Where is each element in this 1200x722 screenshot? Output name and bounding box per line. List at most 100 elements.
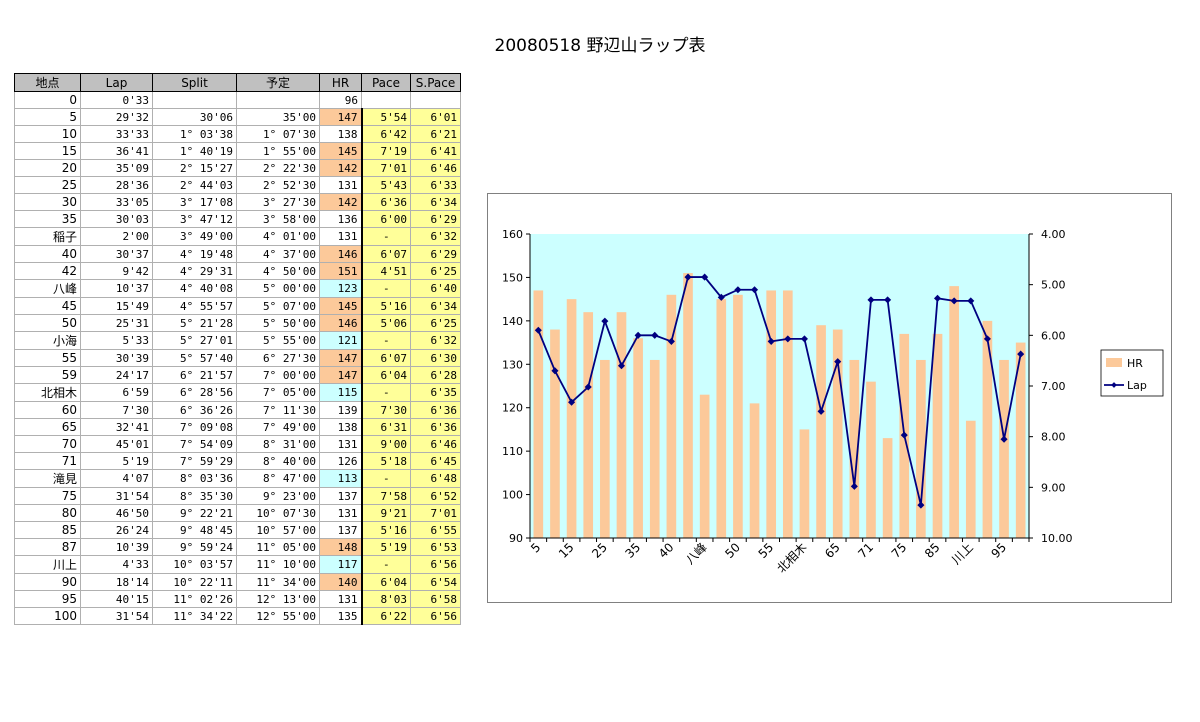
- cell-hr: 142: [319, 193, 362, 211]
- cell-split: 8° 35'30: [152, 487, 237, 505]
- cell-pace: 7'19: [360, 142, 411, 160]
- cell-pace: 5'06: [360, 314, 411, 332]
- cell-lap: 10'37: [80, 279, 153, 298]
- hr-bar: [699, 394, 710, 538]
- hr-lap-chart: 90 100 110 120 130 140 150 160 4.00 5.00 6.00 7.00…: [502, 228, 1164, 576]
- cell-space: 6'32: [410, 331, 461, 350]
- cell-lap: 15'49: [80, 297, 153, 315]
- hr-bar: [683, 273, 693, 538]
- cell-space: 6'56: [410, 607, 461, 625]
- cell-space: 6'36: [410, 401, 461, 419]
- cell-pt: 5: [14, 108, 81, 126]
- cell-pt: 60: [14, 401, 81, 419]
- table-row: 42 9'42 4° 29'31 4° 50'00 151 4'51 6'25: [14, 262, 461, 280]
- table-row: 71 5'19 7° 59'29 8° 40'00 126 5'18 6'45: [14, 452, 461, 470]
- cell-plan: 10° 57'00: [236, 521, 320, 539]
- hr-bar: [1015, 342, 1026, 538]
- col-header-space: S.Pace: [410, 73, 461, 92]
- cell-lap: 31'54: [80, 487, 153, 505]
- cell-lap: 33'05: [80, 193, 153, 211]
- x-tick-label: 5: [528, 540, 543, 555]
- cell-hr: 147: [319, 366, 362, 384]
- cell-split: 7° 09'08: [152, 418, 237, 436]
- legend-lap-label: Lap: [1127, 379, 1147, 392]
- cell-pt: 45: [14, 297, 81, 315]
- table-row: 八峰 10'37 4° 40'08 5° 00'00 123-6'40: [14, 279, 461, 298]
- cell-pt: 30: [14, 193, 81, 211]
- y-left-tick-label: 120: [502, 402, 523, 415]
- table-row: 45 15'49 4° 55'57 5° 07'00 145 5'16 6'34: [14, 297, 461, 315]
- hr-bar: [600, 359, 610, 538]
- col-header-plan: 予定: [236, 73, 320, 92]
- cell-space: 6'36: [410, 418, 461, 436]
- table-row: 80 46'50 9° 22'21 10° 07'30 131 9'21 7'01: [14, 504, 461, 522]
- cell-pace: 6'07: [360, 349, 411, 367]
- cell-space: 6'34: [410, 297, 461, 315]
- cell-lap: 26'24: [80, 521, 153, 539]
- cell-pt: 87: [14, 538, 81, 556]
- cell-split: 3° 17'08: [152, 193, 237, 211]
- lap-point: [967, 297, 975, 305]
- cell-pt: 滝見: [14, 469, 81, 488]
- cell-plan: 1° 55'00: [236, 142, 320, 160]
- cell-space: 6'25: [410, 314, 461, 332]
- hr-bar: [782, 290, 793, 538]
- cell-space: 6'40: [410, 279, 461, 298]
- table-row: 40 30'37 4° 19'48 4° 37'00 146 6'07 6'29: [14, 245, 461, 263]
- hr-bar: [882, 438, 893, 538]
- cell-plan: 6° 27'30: [236, 349, 320, 367]
- cell-pace: 6'22: [360, 607, 411, 625]
- col-header-point: 地点: [14, 73, 81, 92]
- hr-bar: [766, 290, 777, 538]
- cell-hr: 147: [319, 349, 362, 367]
- hr-bar: [999, 359, 1009, 538]
- hr-bar: [666, 294, 677, 538]
- cell-lap: 30'03: [80, 210, 153, 228]
- cell-pace: 9'21: [360, 504, 411, 522]
- cell-pace: 6'07: [360, 245, 411, 263]
- cell-pt: 65: [14, 418, 81, 436]
- x-tick-label: 川上: [949, 540, 976, 567]
- cell-split: 6° 28'56: [152, 383, 237, 402]
- lap-point: [1000, 435, 1008, 443]
- cell-hr: 145: [319, 142, 362, 160]
- cell-hr: 123: [319, 279, 362, 298]
- cell-pt: 北相木: [14, 383, 81, 402]
- cell-hr: 136: [319, 210, 362, 228]
- hr-bar: [866, 381, 876, 538]
- hr-bar: [932, 333, 943, 538]
- cell-lap: 5'33: [80, 331, 153, 350]
- cell-space: 6'54: [410, 573, 461, 591]
- cell-pt: 稲子: [14, 227, 81, 246]
- hr-bar: [949, 286, 959, 538]
- table-row: 滝見 4'07 8° 03'36 8° 47'00 113-6'48: [14, 469, 461, 488]
- cell-pt: 八峰: [14, 279, 81, 298]
- cell-space: 6'34: [410, 193, 461, 211]
- cell-pt: 100: [14, 607, 81, 625]
- cell-hr: 113: [319, 469, 362, 488]
- cell-split: 9° 22'21: [152, 504, 237, 522]
- cell-space: 6'28: [410, 366, 461, 384]
- lap-point: [651, 331, 659, 339]
- cell-space: 6'32: [410, 227, 461, 246]
- cell-lap: 45'01: [80, 435, 153, 453]
- y-right-tick-label: 5.00: [1041, 279, 1066, 292]
- cell-pt: 90: [14, 573, 81, 591]
- table-row: 85 26'24 9° 48'45 10° 57'00 137 5'16 6'55: [14, 521, 461, 539]
- cell-split: 9° 59'24: [152, 538, 237, 556]
- table-row: 90 18'14 10° 22'11 11° 34'00 140 6'04 6'54: [14, 573, 461, 591]
- cell-hr: 126: [319, 452, 362, 470]
- cell-split: 1° 40'19: [152, 142, 237, 160]
- cell-split: 9° 48'45: [152, 521, 237, 539]
- legend-box: [1100, 349, 1164, 397]
- cell-hr: 135: [319, 607, 362, 625]
- x-tick-label: 95: [988, 540, 1009, 561]
- cell-pt: 42: [14, 262, 81, 280]
- cell-hr: 138: [319, 418, 362, 436]
- legend-hr-label: HR: [1127, 357, 1143, 370]
- cell-pace: 6'00: [360, 210, 411, 228]
- cell-split: 11° 02'26: [152, 590, 237, 608]
- table-row: 30 33'05 3° 17'08 3° 27'30 142 6'36 6'34: [14, 193, 461, 211]
- cell-hr: 138: [319, 125, 362, 143]
- cell-hr: 131: [319, 504, 362, 522]
